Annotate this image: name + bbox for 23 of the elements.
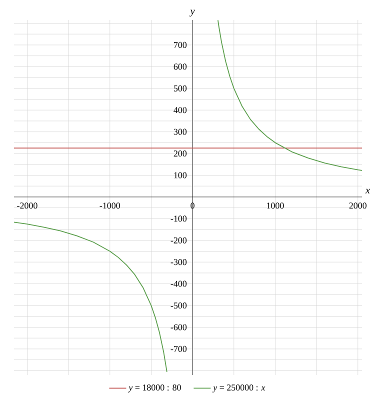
x-tick-label: 2000: [349, 202, 366, 209]
legend-label: y = 250000 : x: [212, 384, 266, 392]
y-tick-label: -700: [170, 346, 187, 352]
x-tick-label: 0: [190, 202, 194, 209]
y-tick-label: -400: [170, 280, 187, 287]
x-tick-label: 1000: [267, 202, 284, 209]
y-tick-label: 200: [174, 150, 187, 157]
y-tick-label: -200: [170, 237, 187, 244]
legend-label: y = 18000 : 80: [128, 384, 181, 392]
y-tick-label: 400: [174, 107, 187, 114]
y-tick-label: 500: [174, 85, 187, 92]
y-tick-label: 300: [174, 128, 187, 135]
y-tick-label: -300: [170, 259, 187, 266]
y-tick-label: 700: [174, 42, 187, 48]
y-tick-label: 100: [174, 172, 187, 178]
x-tick-label: -1000: [100, 202, 120, 209]
y-tick-label: 600: [174, 64, 187, 70]
y-axis-title: y: [190, 10, 195, 16]
y-tick-label: -100: [170, 216, 187, 222]
y-tick-label: -600: [170, 324, 187, 330]
x-axis-title: x: [365, 188, 370, 194]
y-tick-label: -500: [170, 302, 187, 309]
x-tick-label: -2000: [17, 202, 38, 209]
